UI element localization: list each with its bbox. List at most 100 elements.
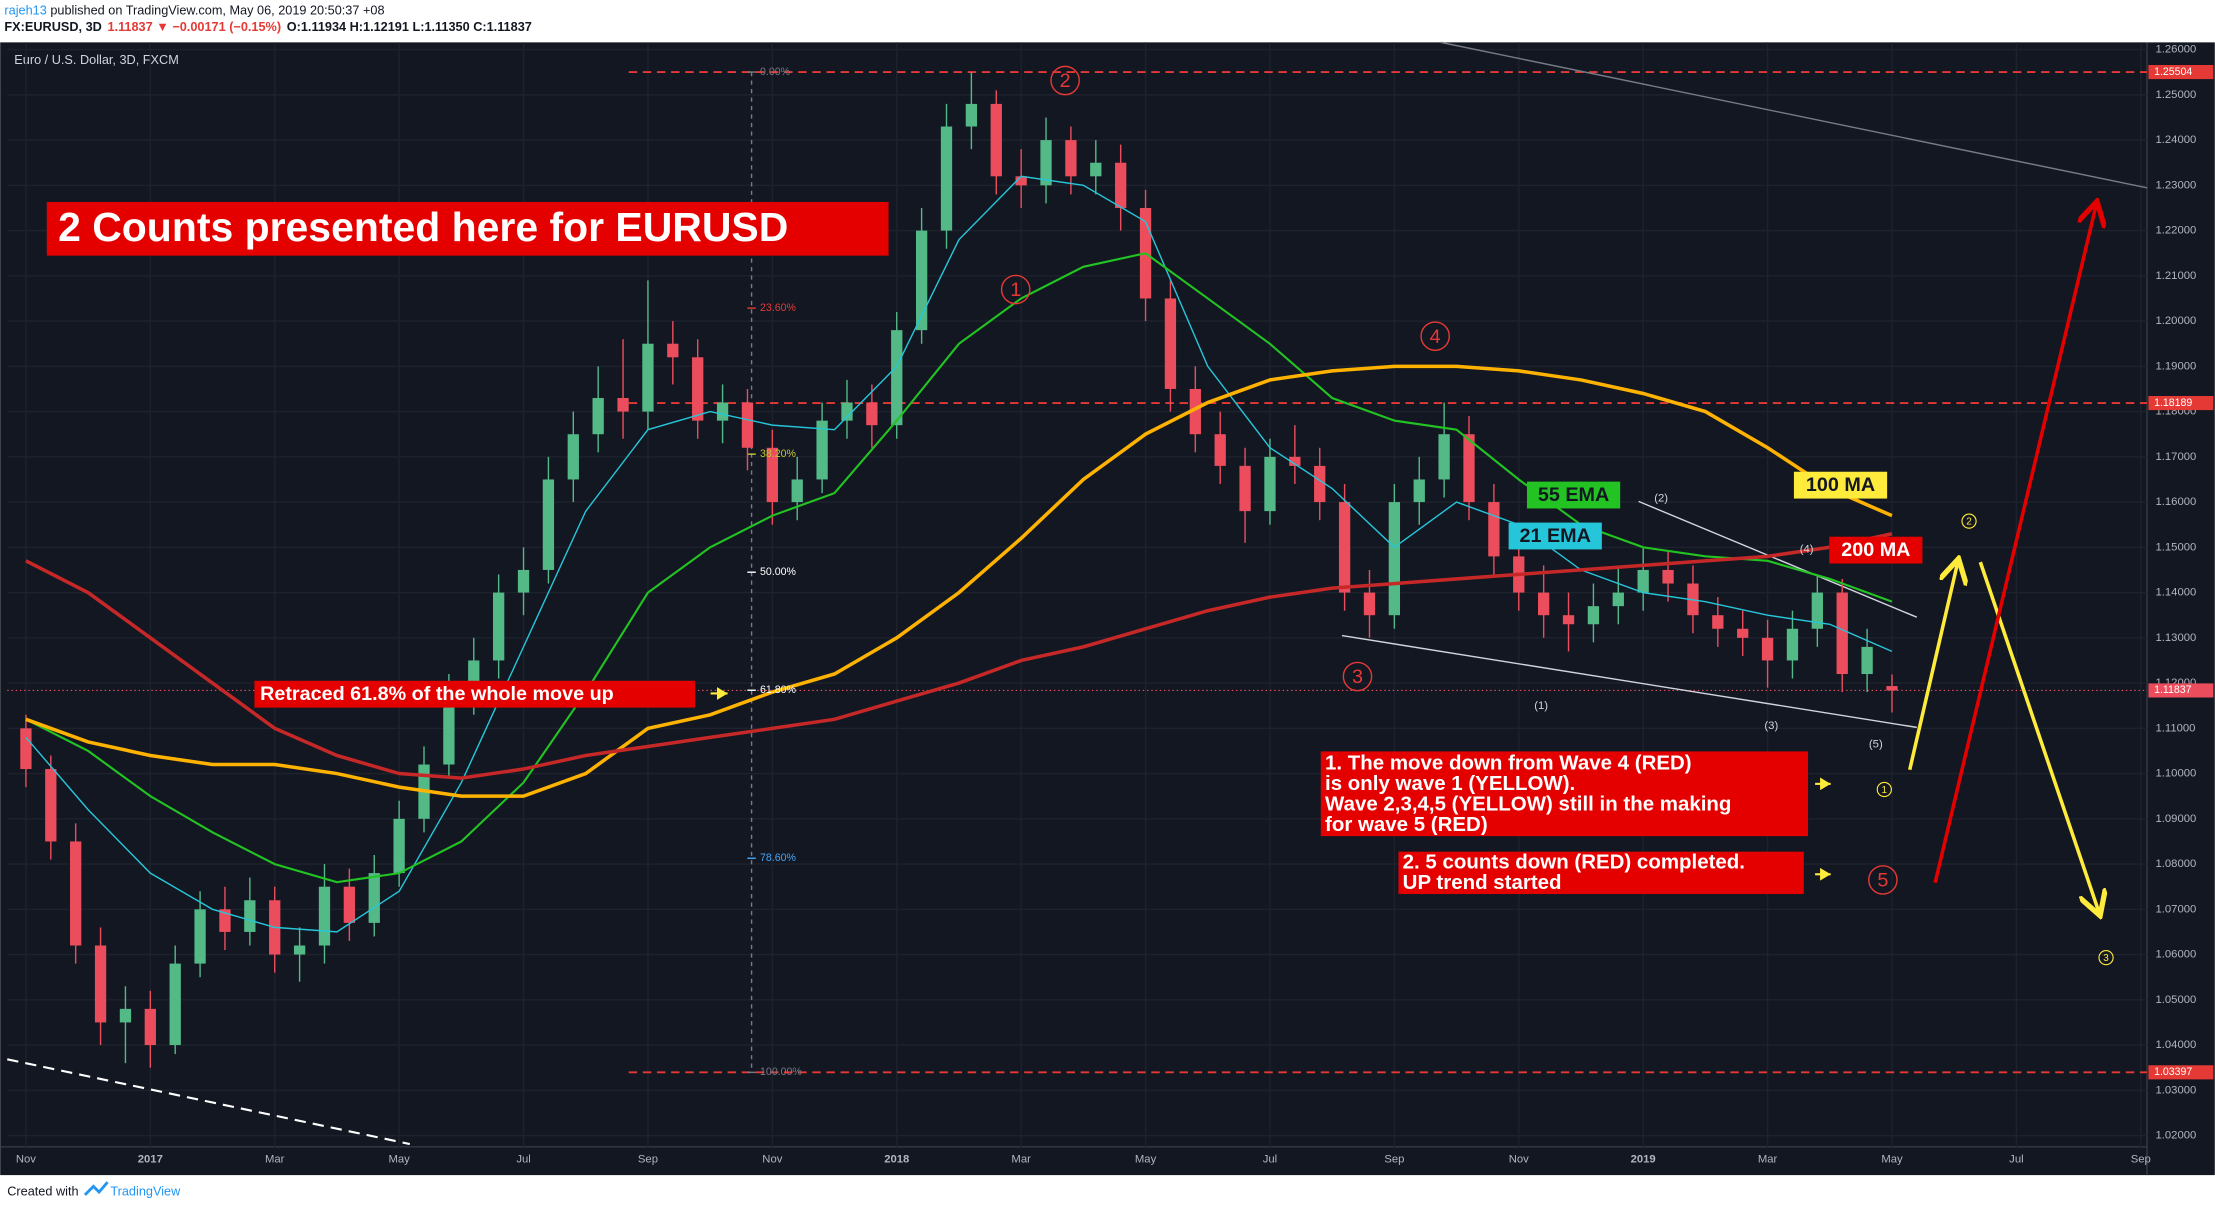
y-tick-label: 1.23000 [2155,179,2196,191]
candle-body [1164,298,1177,389]
wave-label: 2 [1966,516,1972,527]
candle-body [716,402,729,421]
candle-body [1363,592,1376,616]
x-tick-label: Jul [2009,1154,2023,1166]
price-tag-label: 1.25504 [2154,66,2192,78]
header-author-line: rajeh13 published on TradingView.com, Ma… [4,3,384,18]
y-tick-label: 1.10000 [2155,768,2196,780]
candle-body [318,886,331,946]
y-tick-label: 1.21000 [2155,270,2196,282]
note-box [1398,851,1804,895]
y-tick-label: 1.08000 [2155,858,2196,870]
wave-circle [1420,321,1451,351]
y-tick-label: 1.04000 [2155,1039,2196,1051]
candle-body [741,402,754,448]
candle-body [1488,502,1500,557]
candle-body [1438,434,1450,480]
y-tick-label: 1.19000 [2155,360,2196,372]
candle-body [915,230,928,331]
price-tag [2148,395,2214,411]
note-line: 2. 5 counts down (RED) completed. [1403,850,1745,873]
wave-label: (2) [1654,493,1668,505]
candle-body [1662,569,1674,584]
candle-body [642,343,654,412]
x-tick-label: Nov [762,1154,782,1166]
fib-label: 23.60% [760,302,796,314]
y-tick-label: 1.02000 [2155,1130,2196,1142]
candle-body [965,103,978,127]
wedge-upper [1638,500,1918,618]
wave-label: 1 [1010,279,1021,301]
candle-body [1413,479,1425,503]
price-tag [2148,683,2214,698]
wave-label: (1) [1534,700,1548,712]
candle-body [393,818,405,874]
y-tick-label: 1.06000 [2155,949,2196,961]
ma-line [25,364,1893,798]
legend-label: 200 MA [1841,539,1910,561]
footer-created: Created with [7,1183,78,1198]
candle-body [891,330,903,426]
candle-body [45,769,57,842]
x-tick-label: Nov [1509,1154,1529,1166]
chart-title: Euro / U.S. Dollar, 3D, FXCM [14,52,178,67]
candle-body [1065,140,1077,177]
fib-label: 38.20% [760,448,796,460]
x-tick-label: 2018 [884,1154,909,1166]
price-tag-label: 1.11837 [2154,684,2192,696]
candle-body [1388,502,1401,616]
headline: 2 Counts presented here for EURUSD [58,204,788,250]
candle-body [1189,388,1201,435]
candle-body [1463,434,1475,503]
candle-body [841,402,853,421]
y-tick-label: 1.15000 [2155,541,2196,553]
candle-body [169,963,181,1046]
candle-body [1712,615,1724,629]
candle-body [368,873,380,923]
candle-body [1338,502,1351,593]
price-tag [2148,64,2214,80]
y-tick-label: 1.22000 [2155,225,2196,237]
fib-label: 100.00% [760,1066,802,1078]
candle-body [1836,592,1848,675]
legend-label: 55 EMA [1538,484,1609,506]
candle-body [20,728,32,770]
y-tick-label: 1.20000 [2155,315,2196,327]
change: 1.11837 ▼ −0.00171 (−0.15%) [107,20,281,35]
legend-label: 21 EMA [1520,525,1591,547]
grid [7,42,2148,1147]
candle-body [791,479,803,503]
candle-body [1811,592,1823,629]
wave-label: 2 [1060,70,1071,92]
wave-label: 3 [2103,953,2109,964]
legend-box [1526,481,1621,509]
candles [20,72,1898,1068]
trend-line [1440,41,2148,189]
candle-body [293,945,306,955]
legend-box [1829,536,1923,564]
candle-body [1264,456,1276,512]
candle-body [1761,637,1774,661]
x-tick-label: Sep [638,1154,658,1166]
note-line: Wave 2,3,4,5 (YELLOW) still in the makin… [1325,792,1731,815]
y-tick-label: 1.13000 [2155,632,2196,644]
candle-body [1737,628,1749,638]
candle-body [1314,465,1326,503]
candle-body [94,945,107,1023]
candle-body [1886,686,1898,691]
wave-label: (5) [1869,738,1883,750]
candle-body [1289,456,1301,466]
note-line: for wave 5 (RED) [1325,813,1488,836]
y-tick-label: 1.14000 [2155,587,2196,599]
y-tick-label: 1.24000 [2155,134,2196,146]
wave-label: 4 [1430,326,1441,348]
x-tick-label: Mar [1758,1154,1778,1166]
wave-label: 3 [1352,666,1363,688]
candle-body [493,592,505,661]
retrace-note: Retraced 61.8% of the whole move up [260,683,614,705]
candle-body [1239,465,1251,512]
wave-circle [1050,65,1080,96]
annotations: 2 Counts presented here for EURUSD Retra… [46,65,2114,1078]
candle-body [567,434,579,480]
